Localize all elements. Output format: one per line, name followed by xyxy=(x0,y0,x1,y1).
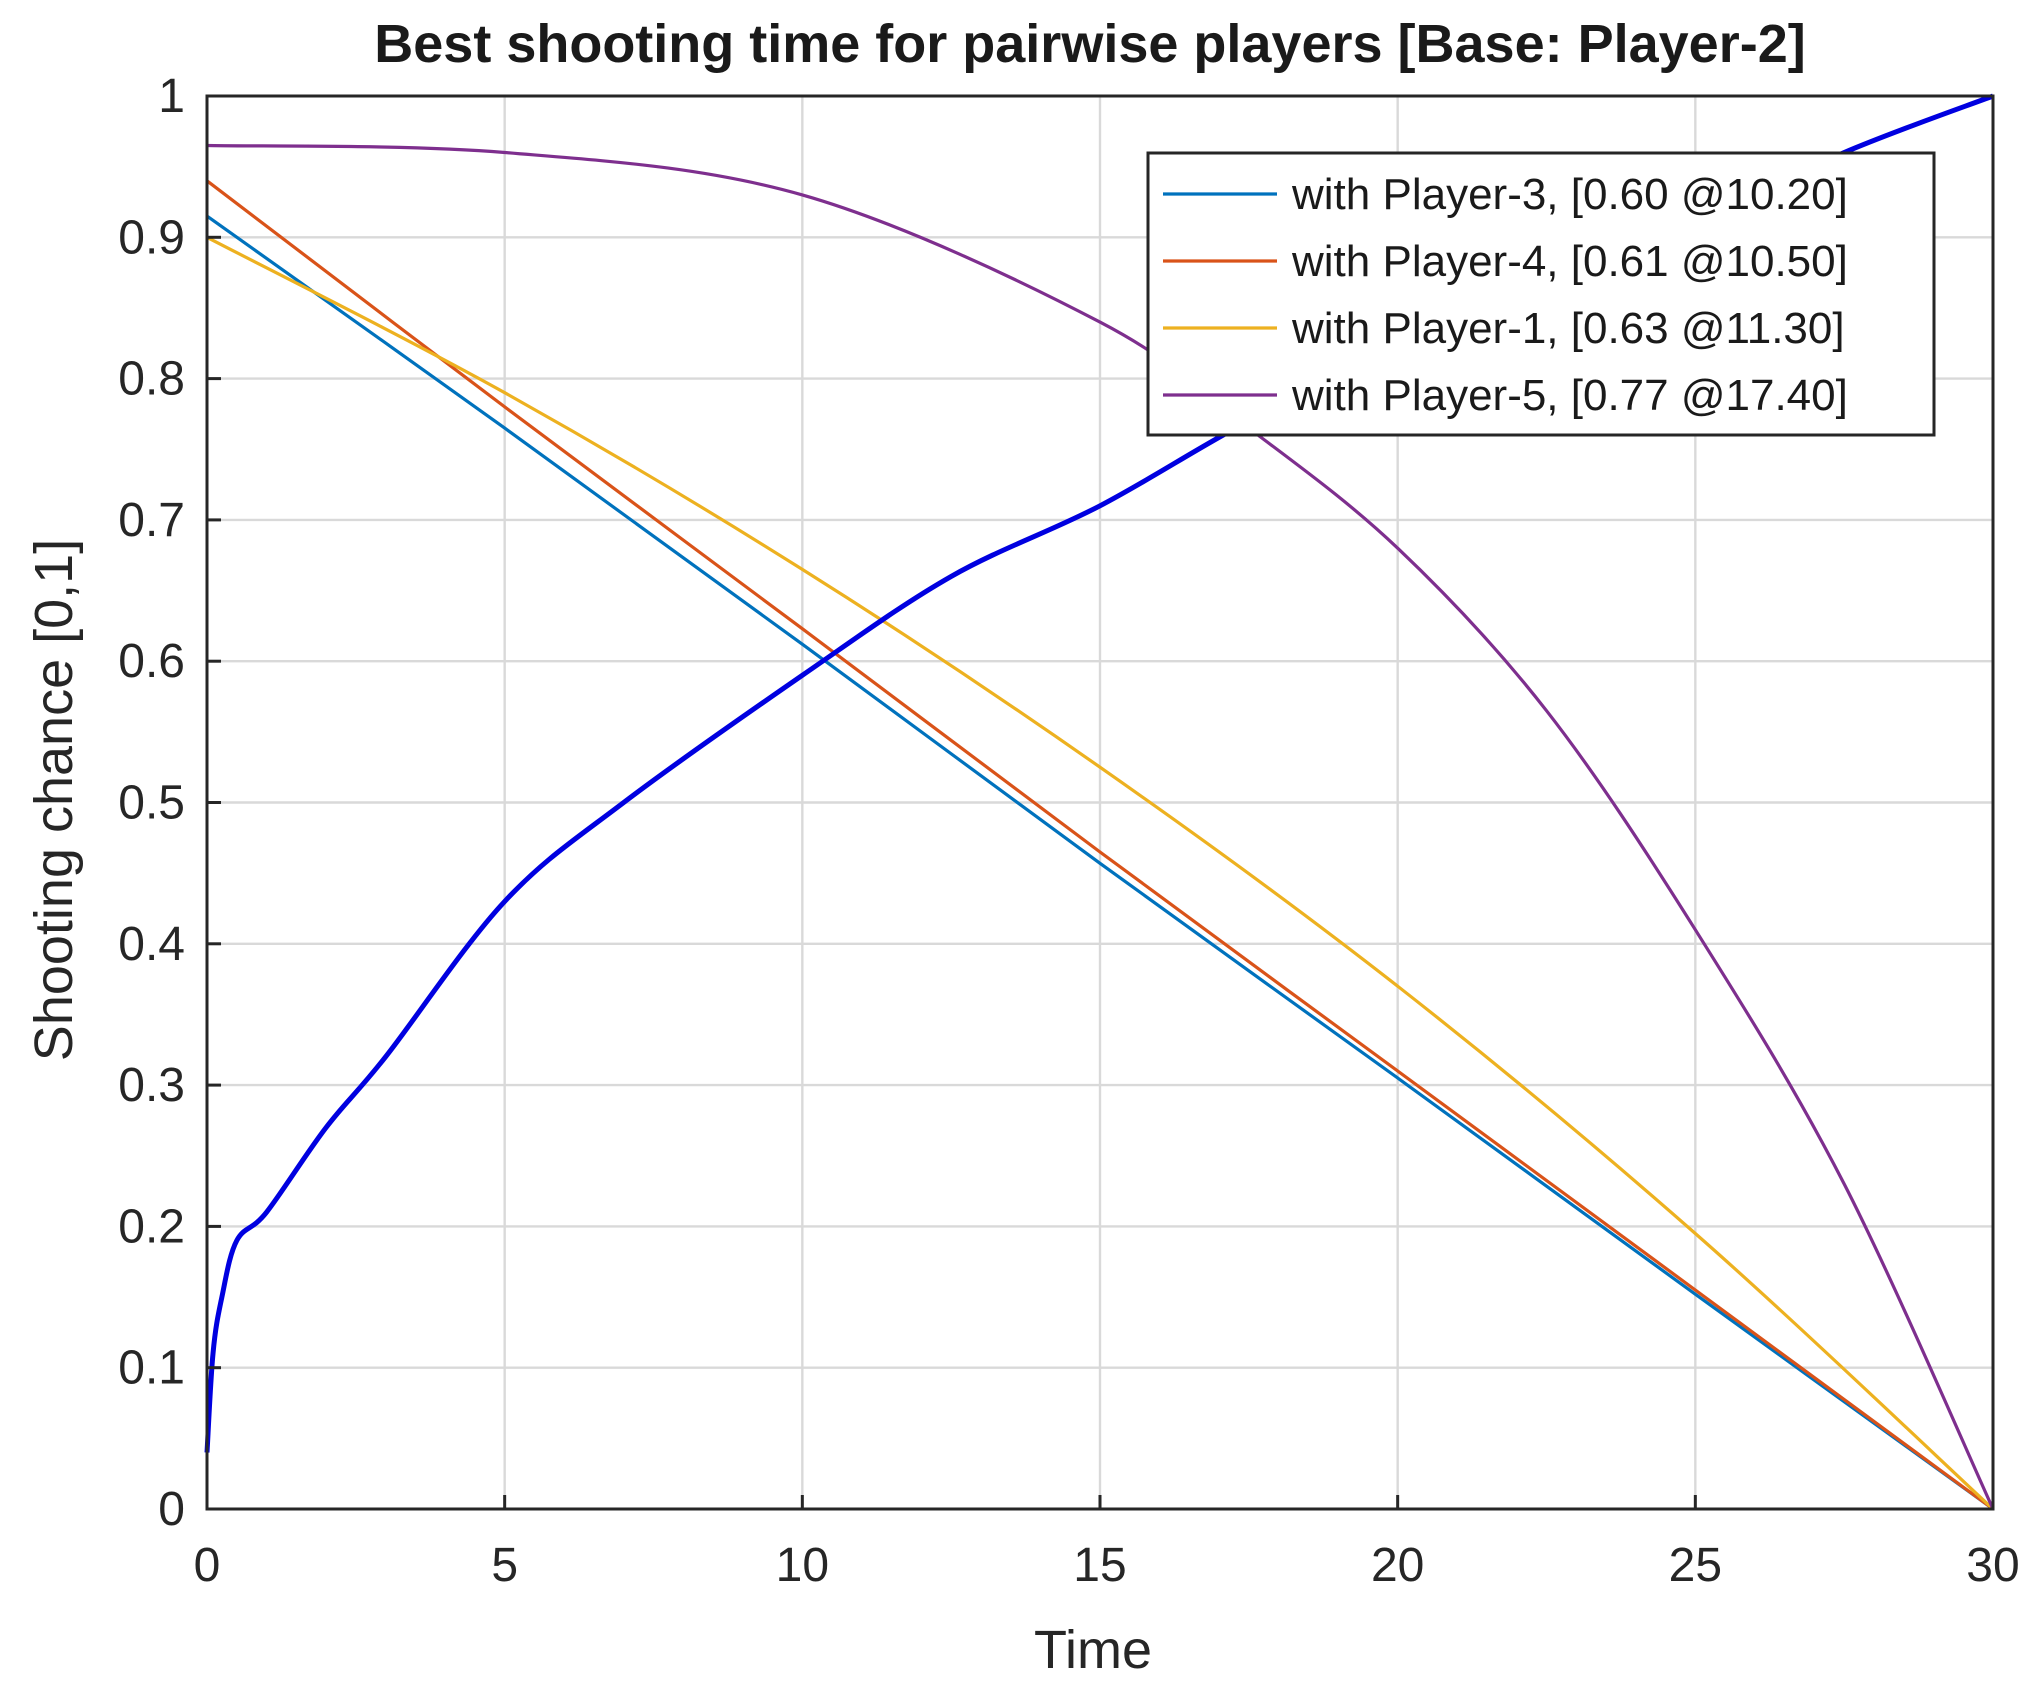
legend-label: with Player-3, [0.60 @10.20] xyxy=(1291,170,1848,219)
legend-box xyxy=(1146,151,1936,437)
plot-axes xyxy=(205,94,1995,1511)
y-axis-label: Shooting chance [0,1] xyxy=(24,539,84,1061)
y-tick-label: 0.8 xyxy=(118,353,185,406)
y-tick-label: 0.9 xyxy=(118,211,185,264)
chart-title: Best shooting time for pairwise players … xyxy=(374,14,1805,74)
y-tick-label: 0.7 xyxy=(118,494,185,547)
y-tick-label: 0.3 xyxy=(118,1059,185,1112)
x-tick-label: 20 xyxy=(1371,1539,1424,1592)
x-tick-label: 10 xyxy=(776,1539,829,1592)
y-tick-label: 0.5 xyxy=(118,777,185,830)
y-tick-label: 0.6 xyxy=(118,635,185,688)
legend: with Player-3, [0.60 @10.20] with Player-… xyxy=(1146,151,1936,437)
series-line-1 xyxy=(206,214,1994,1511)
y-tick-label: 0 xyxy=(158,1483,185,1536)
x-tick-label: 0 xyxy=(194,1539,221,1592)
tick-labels: 0 5 10 15 20 25 30 0 0.1 0.2 0.3 0.4 0.5 0.6 0.7 0.8 0.9… xyxy=(118,70,2019,1592)
y-tick-label: 0.4 xyxy=(118,918,185,971)
legend-label: with Player-1, [0.63 @11.30] xyxy=(1291,304,1845,353)
legend-label: with Player-5, [0.77 @17.40] xyxy=(1291,371,1848,420)
y-tick-label: 0.1 xyxy=(118,1342,185,1395)
series-line-4 xyxy=(206,143,1995,1510)
y-tick-label: 0.2 xyxy=(118,1200,185,1253)
x-axis-label: Time xyxy=(1034,1620,1152,1680)
x-tick-label: 15 xyxy=(1073,1539,1126,1592)
x-tick-label: 5 xyxy=(491,1539,518,1592)
x-tick-label: 30 xyxy=(1966,1539,2019,1592)
series-line-2 xyxy=(206,179,1994,1511)
series-line-3 xyxy=(206,235,1995,1511)
x-tick-label: 25 xyxy=(1669,1539,1722,1592)
y-tick-label: 1 xyxy=(158,70,185,123)
legend-label: with Player-4, [0.61 @10.50] xyxy=(1291,237,1848,286)
